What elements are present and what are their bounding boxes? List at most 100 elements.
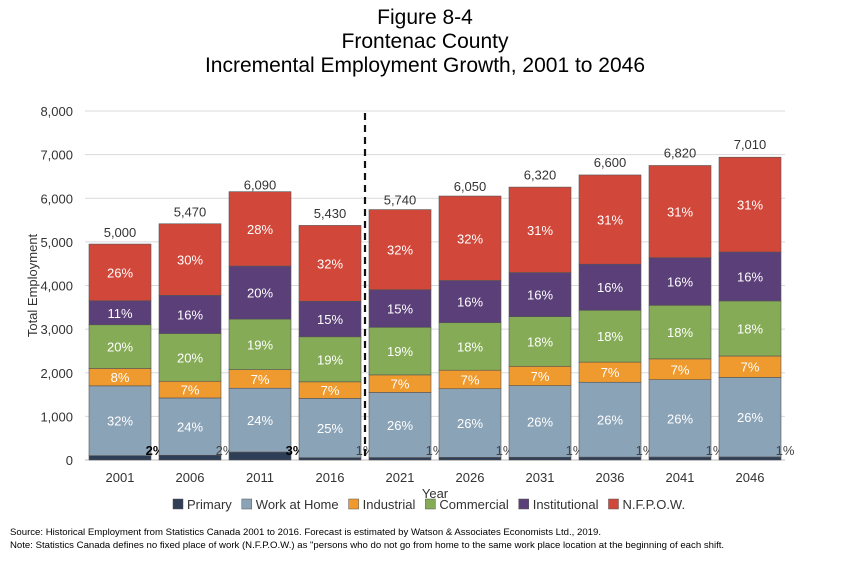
total-label: 5,430 [314, 206, 347, 221]
legend-swatch [241, 498, 253, 510]
y-tick-label: 8,000 [40, 104, 73, 119]
segment-label: 18% [597, 329, 623, 344]
source-note: Source: Historical Employment from Stati… [10, 527, 601, 538]
segment-label: 7% [741, 360, 760, 375]
bar-segment-institutional [158, 295, 222, 334]
total-label: 6,050 [454, 179, 487, 194]
bar-segment-primary [578, 456, 642, 461]
bar-segment-primary [158, 454, 222, 461]
total-label: 5,740 [384, 193, 417, 208]
bar-segment-primary [718, 456, 782, 461]
bar-segment-commercial [508, 316, 572, 367]
bar-segment-n-f-p-o-w [508, 186, 572, 273]
bar-segment-institutional [648, 257, 712, 306]
x-tick-label: 2046 [736, 470, 765, 485]
bar-segment-work-at-home [438, 388, 502, 458]
segment-label: 31% [737, 198, 763, 213]
segment-label: 15% [387, 302, 413, 317]
bar-segment-primary [368, 457, 432, 461]
segment-label: 7% [461, 372, 480, 387]
x-tick-label: 2031 [526, 470, 555, 485]
legend-swatch [608, 498, 619, 510]
segment-label: 25% [317, 421, 343, 436]
x-tick-label: 2026 [456, 470, 485, 485]
segment-label: 16% [527, 288, 553, 303]
bar-segment-work-at-home [718, 377, 782, 458]
bar-segment-n-f-p-o-w [578, 174, 642, 265]
x-tick-label: 2036 [596, 470, 625, 485]
chart-region-title: Frontenac County [341, 30, 509, 53]
segment-label: 15% [317, 312, 343, 327]
bar-segment-primary [438, 457, 502, 461]
bar-segment-work-at-home [298, 398, 362, 458]
bar-segment-n-f-p-o-w [368, 209, 432, 291]
x-tick-label: 2011 [246, 470, 274, 485]
segment-label: 26% [737, 410, 763, 425]
segment-label: 32% [387, 243, 413, 258]
segment-label: 16% [737, 269, 763, 284]
segment-label: 26% [387, 418, 413, 433]
segment-label: 7% [391, 377, 410, 392]
bar-segment-n-f-p-o-w [438, 195, 502, 281]
segment-label: 16% [667, 275, 693, 290]
x-tick-label: 2041 [666, 470, 695, 485]
segment-label: 31% [597, 213, 623, 228]
x-tick-label: 2016 [316, 470, 345, 485]
segment-label: 26% [527, 414, 553, 429]
bar-segment-commercial [648, 305, 712, 360]
y-tick-label: 0 [66, 453, 73, 468]
y-tick-label: 3,000 [40, 322, 73, 337]
bar-segment-institutional [718, 251, 782, 302]
bar-segment-institutional [438, 280, 502, 324]
segment-label: 24% [247, 413, 273, 428]
segment-label: 16% [597, 280, 623, 295]
legend-label: Work at Home [256, 497, 339, 512]
legend-swatch [348, 498, 359, 510]
segment-label: 20% [107, 340, 133, 355]
segment-label: 8% [111, 370, 130, 385]
bar-segment-commercial [88, 324, 152, 369]
x-axis-title: Year [422, 486, 449, 501]
segment-label: 19% [247, 337, 273, 352]
segment-label: 18% [457, 339, 483, 354]
total-label: 6,600 [594, 155, 627, 170]
y-tick-label: 6,000 [40, 191, 73, 206]
bar-segment-commercial [228, 318, 292, 370]
chart-titles: Figure 8-4 Frontenac County Incremental … [0, 6, 850, 78]
segment-label: 24% [177, 420, 203, 435]
segment-label: 32% [457, 231, 483, 246]
total-label: 6,820 [664, 145, 697, 160]
definition-note: Note: Statistics Canada defines no fixed… [10, 539, 725, 551]
x-tick-label: 2006 [176, 470, 205, 485]
segment-label: 31% [667, 205, 693, 220]
segment-label: 11% [107, 306, 132, 321]
legend-label: Industrial [363, 497, 416, 512]
segment-label: 7% [531, 369, 550, 384]
footnotes: Source: Historical Employment from Stati… [10, 527, 724, 552]
legend-label: Institutional [533, 497, 599, 512]
segment-label: 26% [597, 413, 623, 428]
legend-swatch [518, 498, 529, 510]
legend-label: Commercial [439, 497, 508, 512]
legend-label: Primary [187, 497, 232, 512]
bar-segment-commercial [158, 333, 222, 382]
segment-label: 26% [667, 411, 693, 426]
bar-segment-commercial [368, 326, 432, 376]
segment-label: 26% [107, 265, 133, 280]
chart-title: Incremental Employment Growth, 2001 to 2… [204, 54, 646, 77]
bar-segment-institutional [508, 272, 572, 317]
x-tick-label: 2021 [386, 470, 415, 485]
bar-segment-work-at-home [228, 387, 292, 453]
bar-segment-institutional [368, 289, 432, 328]
bar-segment-institutional [298, 300, 362, 338]
segment-label: 20% [177, 350, 203, 365]
bar-segment-n-f-p-o-w [718, 156, 782, 253]
y-tick-label: 1,000 [40, 409, 73, 424]
primary-share-label: 1% [776, 443, 795, 458]
legend-label: N.F.P.O.W. [622, 497, 685, 512]
segment-label: 19% [387, 344, 413, 359]
total-label: 5,000 [104, 225, 137, 240]
bar-segment-n-f-p-o-w [158, 223, 222, 296]
bar-segment-commercial [718, 300, 782, 357]
bar-segment-n-f-p-o-w [228, 191, 292, 267]
